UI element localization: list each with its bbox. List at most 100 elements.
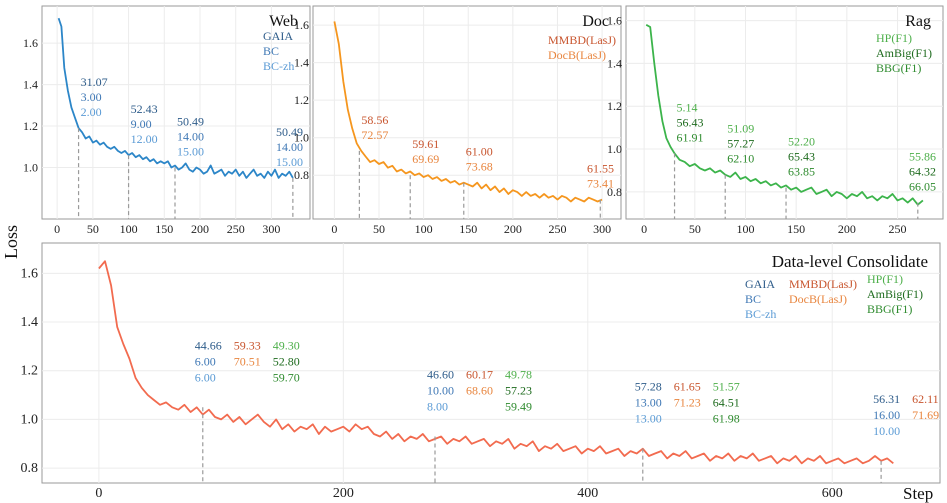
checkpoint-score: 6.00 (195, 354, 216, 368)
checkpoint-score: 31.07 (81, 75, 108, 89)
legend-label: BBG(F1) (867, 302, 912, 316)
x-tick-label: 250 (548, 222, 566, 236)
checkpoint-score: 50.49 (276, 125, 303, 139)
chart-panel-consolidate: 0 200 400 600 0.8 1.0 1.2 1.4 1.6 Data-level Cons… (21, 242, 941, 501)
y-tick-label: 1.0 (607, 142, 622, 156)
checkpoint-score: 64.32 (909, 165, 936, 179)
x-tick-label: 100 (736, 222, 754, 236)
checkpoint-score: 68.60 (466, 383, 493, 397)
y-tick-label: 1.4 (21, 315, 39, 330)
legend-label: BC (263, 44, 279, 58)
chart-title: Web (269, 13, 298, 30)
figure-xlabel: Step (903, 484, 933, 503)
y-tick-label: 1.0 (21, 412, 39, 427)
loss-line (645, 24, 924, 206)
y-tick-label: 0.8 (294, 168, 309, 182)
checkpoint-score: 55.86 (909, 150, 936, 164)
checkpoint-score: 46.60 (427, 367, 454, 381)
checkpoint-score: 8.00 (427, 399, 448, 413)
chart-title: Rag (905, 13, 931, 30)
checkpoint-score: 12.00 (131, 132, 158, 146)
y-tick-label: 1.6 (294, 18, 309, 32)
figure-ylabel: Loss (1, 225, 21, 259)
checkpoint-score: 62.11 (912, 392, 939, 406)
checkpoint-score: 61.00 (466, 145, 493, 159)
checkpoint-score: 60.17 (466, 367, 493, 381)
legend-label: MMBD(LasJ) (789, 277, 857, 291)
checkpoint-score: 14.00 (177, 130, 204, 144)
checkpoint-score: 65.43 (788, 150, 815, 164)
checkpoint-score: 71.69 (912, 408, 939, 422)
checkpoint-score: 69.69 (412, 152, 439, 166)
checkpoint-score: 72.57 (361, 128, 388, 142)
legend-label: HP(F1) (867, 272, 903, 286)
checkpoint-score: 5.14 (677, 100, 698, 114)
chart-title: Doc (582, 13, 609, 30)
checkpoint-score: 73.68 (466, 160, 493, 174)
loss-line (98, 260, 894, 465)
x-tick-label: 150 (155, 222, 173, 236)
y-tick-label: 1.6 (21, 266, 39, 281)
x-tick-label: 50 (373, 222, 385, 236)
checkpoint-score: 59.61 (412, 137, 439, 151)
legend-label: AmBig(F1) (876, 46, 932, 60)
x-tick-label: 50 (87, 222, 99, 236)
x-tick-label: 300 (262, 222, 280, 236)
checkpoint-score: 15.00 (177, 145, 204, 159)
legend-label: BC-zh (745, 307, 776, 321)
checkpoint-score: 70.51 (234, 354, 261, 368)
legend-label: GAIA (745, 277, 775, 291)
x-tick-label: 50 (689, 222, 701, 236)
chart-panel-web: 0 50 100 150 200 250 3001.01.21.41.6WebGAIABCB… (23, 5, 311, 236)
checkpoint-score: 57.27 (727, 137, 754, 151)
y-tick-label: 1.6 (23, 36, 38, 50)
checkpoint-score: 61.65 (674, 380, 701, 394)
legend-label: DocB(LasJ) (789, 292, 847, 306)
checkpoint-score: 66.05 (909, 180, 936, 194)
checkpoint-score: 50.49 (177, 115, 204, 129)
checkpoint-score: 61.98 (713, 412, 740, 426)
plot-frame (625, 5, 944, 220)
checkpoint-score: 52.20 (788, 135, 815, 149)
checkpoint-score: 61.55 (587, 162, 614, 176)
legend-label: AmBig(F1) (867, 287, 923, 301)
checkpoint-score: 58.56 (361, 113, 388, 127)
checkpoint-score: 56.31 (873, 392, 900, 406)
x-tick-label: 100 (415, 222, 433, 236)
checkpoint-score: 10.00 (873, 424, 900, 438)
y-tick-label: 1.2 (23, 119, 38, 133)
x-tick-label: 200 (333, 486, 354, 501)
checkpoint-score: 13.00 (635, 412, 662, 426)
x-tick-label: 0 (54, 222, 60, 236)
legend-label: GAIA (263, 29, 293, 43)
legend-label: MMBD(LasJ) (548, 33, 616, 47)
checkpoint-score: 6.00 (195, 370, 216, 384)
y-tick-label: 0.8 (21, 461, 39, 476)
loss-line (333, 21, 603, 203)
x-tick-label: 200 (504, 222, 522, 236)
checkpoint-score: 15.00 (276, 155, 303, 169)
x-tick-label: 250 (227, 222, 245, 236)
loss-line (57, 17, 294, 179)
checkpoint-score: 9.00 (131, 117, 152, 131)
y-tick-label: 1.4 (23, 78, 38, 92)
x-tick-label: 100 (120, 222, 138, 236)
x-tick-label: 200 (838, 222, 856, 236)
checkpoint-score: 64.51 (713, 396, 740, 410)
checkpoint-score: 2.00 (81, 105, 102, 119)
x-tick-label: 600 (822, 486, 843, 501)
checkpoint-score: 16.00 (873, 408, 900, 422)
chart-panel-rag: 0 50 100 150 200 250 0.8 1.0 1.2 1.4 1.6 RagHP(F1)A… (607, 5, 944, 236)
checkpoint-score: 56.43 (677, 115, 704, 129)
checkpoint-score: 59.49 (505, 399, 532, 413)
checkpoint-score: 51.09 (727, 122, 754, 136)
checkpoint-score: 44.66 (195, 338, 222, 352)
y-tick-label: 1.2 (21, 364, 39, 379)
y-tick-label: 1.4 (294, 56, 309, 70)
plot-frame (41, 242, 941, 484)
x-tick-label: 150 (459, 222, 477, 236)
y-tick-label: 0.8 (607, 185, 622, 199)
checkpoint-score: 63.85 (788, 165, 815, 179)
